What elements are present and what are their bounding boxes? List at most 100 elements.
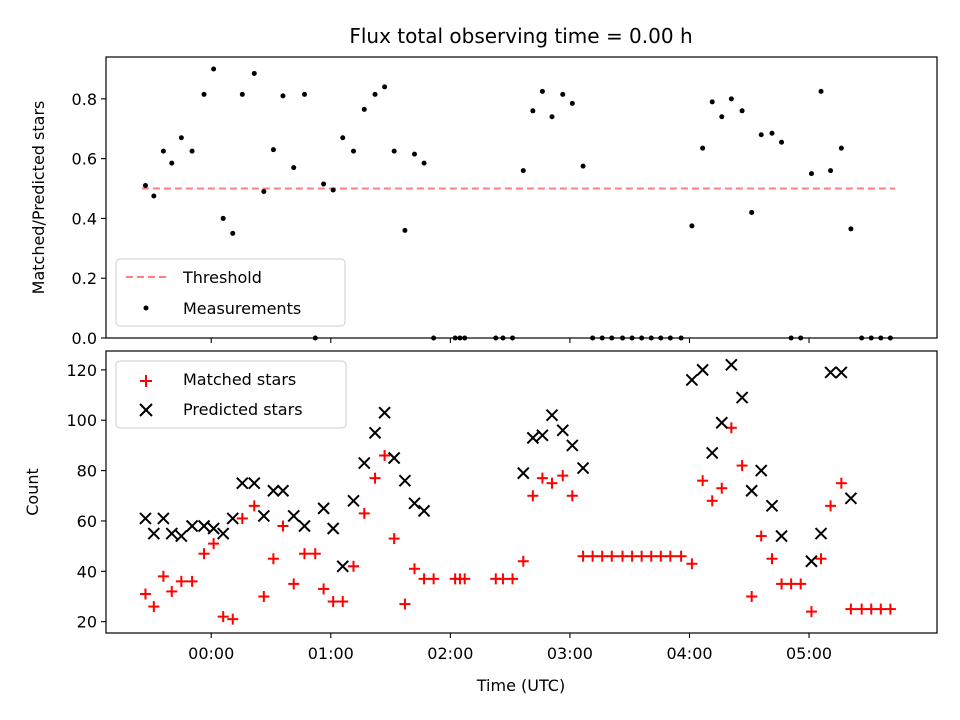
predicted-star-point bbox=[576, 461, 590, 475]
predicted-star-point bbox=[387, 451, 401, 465]
matched-star-point bbox=[636, 550, 648, 562]
predicted-star-point bbox=[317, 502, 330, 515]
ratio-plot-frame bbox=[105, 56, 938, 339]
matched-star-point bbox=[148, 601, 160, 613]
predicted-star-point bbox=[417, 504, 431, 518]
predicted-star-point bbox=[814, 527, 828, 540]
count-y-tick-label: 40 bbox=[77, 562, 97, 581]
predicted-star-point bbox=[207, 522, 220, 535]
predicted-star-point bbox=[835, 366, 848, 379]
predicted-star-point bbox=[267, 484, 280, 497]
matched-star-point bbox=[428, 573, 440, 585]
measurement-point bbox=[709, 99, 715, 105]
matched-star-point bbox=[835, 477, 847, 489]
predicted-star-point bbox=[566, 439, 579, 452]
predicted-star-point bbox=[765, 499, 779, 513]
measurement-point bbox=[539, 88, 545, 94]
measurement-point bbox=[251, 70, 257, 76]
measurement-point bbox=[321, 181, 327, 187]
measurement-point bbox=[838, 145, 844, 151]
matched-star-point bbox=[626, 550, 638, 562]
matched-star-point bbox=[617, 550, 629, 562]
measurement-point bbox=[230, 230, 236, 236]
predicted-star-point bbox=[715, 416, 728, 429]
matched-star-point bbox=[785, 578, 797, 590]
measurement-point bbox=[270, 147, 276, 153]
matched-star-point bbox=[517, 555, 529, 567]
predicted-star-point bbox=[248, 476, 261, 490]
matched-star-point bbox=[459, 573, 471, 585]
matched-star-point bbox=[348, 560, 360, 572]
x-tick-label: 05:00 bbox=[786, 644, 832, 663]
predicted-star-point bbox=[157, 512, 170, 525]
measurement-point bbox=[340, 135, 346, 141]
count-y-axis-label: Count bbox=[23, 468, 42, 516]
predicted-star-point bbox=[287, 509, 300, 523]
measurement-point bbox=[261, 189, 267, 195]
matched-star-point bbox=[686, 558, 698, 570]
chart-title: Flux total observing time = 0.00 h bbox=[349, 24, 692, 48]
predicted-star-point bbox=[408, 497, 421, 510]
measurement-point bbox=[330, 187, 336, 193]
legend-measurements-label: Measurements bbox=[183, 299, 301, 318]
matched-star-point bbox=[856, 603, 868, 615]
ratio-x-axis bbox=[210, 338, 810, 343]
measurement-point bbox=[211, 66, 217, 72]
predicted-star-point bbox=[844, 492, 858, 505]
matched-star-point bbox=[865, 603, 877, 615]
x-tick-label: 03:00 bbox=[547, 644, 593, 663]
measurement-point bbox=[351, 148, 357, 154]
matched-star-point bbox=[309, 548, 321, 560]
ratio-y-axis-label: Matched/Predicted stars bbox=[29, 101, 48, 295]
measurement-point bbox=[160, 148, 166, 154]
matched-star-point bbox=[267, 553, 279, 565]
predicted-star-point bbox=[185, 519, 199, 533]
measurement-point bbox=[178, 135, 184, 141]
count-legend-box bbox=[115, 360, 347, 429]
predicted-star-point bbox=[725, 358, 738, 372]
count-y-tick-label: 100 bbox=[66, 411, 97, 430]
ratio-plot: 0.00.20.40.60.8 Matched/Predicted stars … bbox=[29, 56, 938, 348]
measurement-point bbox=[402, 227, 408, 233]
matched-star-point bbox=[507, 573, 519, 585]
measurement-point bbox=[391, 148, 397, 154]
predicted-star-point bbox=[536, 429, 549, 442]
count-y-tick-label: 120 bbox=[66, 361, 97, 380]
predicted-star-point bbox=[139, 512, 152, 525]
matched-star-point bbox=[248, 500, 260, 512]
predicted-star-point bbox=[545, 408, 559, 422]
matched-star-point bbox=[884, 603, 896, 615]
matched-star-point bbox=[175, 575, 187, 587]
predicted-star-point bbox=[336, 560, 349, 573]
predicted-star-point bbox=[824, 366, 837, 379]
predicted-star-point bbox=[735, 391, 749, 404]
ratio-y-tick-label: 0.6 bbox=[72, 150, 97, 169]
matched-star-point bbox=[805, 606, 817, 618]
measurement-point bbox=[301, 91, 307, 97]
count-plot-frame bbox=[105, 350, 938, 634]
count-legend: Matched stars Predicted stars bbox=[115, 360, 347, 429]
matched-star-point bbox=[655, 550, 667, 562]
matched-star-point bbox=[337, 596, 349, 608]
measurement-point bbox=[291, 165, 297, 171]
measurement-point bbox=[151, 193, 157, 199]
matched-star-point bbox=[566, 490, 578, 502]
measurement-point bbox=[189, 148, 195, 154]
predicted-star-point bbox=[755, 464, 768, 477]
measurement-point bbox=[169, 160, 175, 166]
measurement-point bbox=[530, 108, 536, 114]
matched-star-point bbox=[236, 512, 248, 524]
matched-star-point bbox=[388, 533, 400, 545]
count-plot: 20 40 60 80 100 120 00:00 01:00 02:00 03:00 04:00… bbox=[23, 350, 938, 695]
predicted-star-point bbox=[398, 474, 412, 487]
predicted-star-point bbox=[526, 431, 540, 445]
measurement-point bbox=[382, 84, 388, 90]
matched-star-point bbox=[166, 585, 178, 597]
measurement-point bbox=[739, 108, 745, 114]
predicted-star-point bbox=[326, 522, 340, 535]
measurement-point bbox=[700, 145, 706, 151]
matched-star-point bbox=[358, 507, 370, 519]
matched-star-point bbox=[776, 578, 788, 590]
matched-star-point bbox=[795, 578, 807, 590]
